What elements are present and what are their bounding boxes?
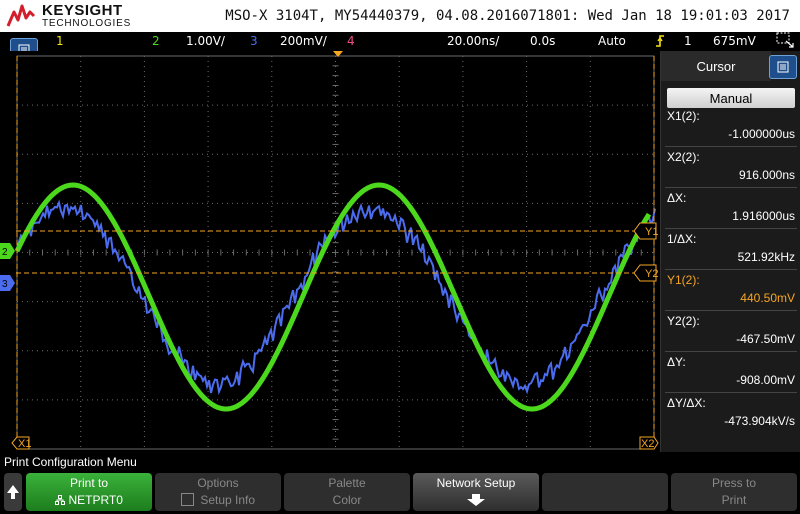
waveform-display[interactable]: Y1 Y2 X1 X2 2 3 — [0, 51, 660, 452]
cursor-panel: Cursor Manual X1(2): -1.000000us X2(2): 916… — [660, 51, 800, 452]
cursor-row-divider — [665, 146, 797, 147]
ch3-waveform — [16, 199, 656, 396]
cursor-row-value: -467.50mV — [736, 332, 795, 346]
instrument-info: MSO-X 3104T, MY54440379, 04.08.201607180… — [225, 8, 790, 24]
keysight-logo: KEYSIGHT TECHNOLOGIES — [6, 2, 130, 30]
ch2-ground-marker: 2 — [0, 243, 15, 259]
cursor-row-label: ΔY/ΔX: — [667, 396, 706, 410]
ch2-scale: 1.00V/ — [186, 34, 225, 48]
timebase-value: 20.00ns/ — [447, 34, 500, 48]
setup-info-checkbox[interactable] — [180, 493, 194, 506]
cursor-row-label: Y1(2): — [667, 273, 700, 287]
cursor-row-divider — [665, 269, 797, 270]
palette-label: Palette — [328, 476, 366, 490]
menu-title-text: Print Configuration Menu — [4, 455, 137, 469]
network-setup-label: Network Setup — [436, 476, 516, 490]
ch1-indicator[interactable]: 1 — [56, 34, 64, 48]
print-label: Print — [721, 493, 747, 507]
cursor-row-value: -908.00mV — [736, 373, 795, 387]
cursor-row-label: 1/ΔX: — [667, 232, 697, 246]
status-bar: 1 2 1.00V/ 3 200mV/ 4 20.00ns/ 0.0s Auto… — [0, 32, 800, 51]
trigger-level: 675mV — [713, 34, 756, 48]
cursor-y2-label: Y2 — [645, 268, 658, 280]
cursor-x1-marker: X1 — [11, 436, 31, 450]
cursor-row-value: 521.92kHz — [737, 250, 795, 264]
palette-softkey[interactable]: Palette Color — [284, 473, 410, 511]
cursor-row-label: X1(2): — [667, 109, 700, 123]
softkey-bar: Print to NETPRT0 Options Setup Info Pale… — [0, 472, 800, 512]
delay-value: 0.0s — [530, 34, 556, 48]
ch2-ground-label: 2 — [2, 247, 8, 258]
brand-subtitle: TECHNOLOGIES — [42, 18, 132, 29]
cursor-y1-marker: Y1 — [633, 222, 658, 240]
cursor-x2-label: X2 — [641, 438, 654, 450]
cursor-row-divider — [665, 310, 797, 311]
cursor-row-divider — [665, 228, 797, 229]
print-to-softkey[interactable]: Print to NETPRT0 — [26, 473, 152, 511]
ch3-ground-label: 3 — [2, 279, 8, 290]
graticule: Y1 Y2 X1 X2 2 3 — [0, 51, 659, 450]
cursor-y1-label: Y1 — [645, 226, 658, 238]
trigger-edge-icon — [655, 34, 665, 51]
trigger-position-marker — [333, 51, 343, 57]
options-softkey[interactable]: Options Setup Info — [155, 473, 281, 511]
cursor-row-label: ΔX: — [667, 191, 687, 205]
submenu-arrow-icon — [413, 493, 539, 510]
trigger-mode: Auto — [598, 34, 626, 48]
cursor-row-label: Y2(2): — [667, 314, 700, 328]
cursor-panel-title: Cursor — [661, 51, 771, 81]
cursor-x2-marker: X2 — [639, 436, 659, 450]
cursor-row-label: ΔY: — [667, 355, 686, 369]
empty-softkey[interactable] — [542, 473, 668, 511]
network-icon — [55, 495, 66, 505]
ch3-scale: 200mV/ — [280, 34, 327, 48]
softkey-menu-title: Print Configuration Menu — [0, 452, 800, 472]
menu-icon — [777, 61, 789, 73]
ch2-indicator[interactable]: 2 — [152, 34, 160, 48]
cursor-row-divider — [665, 392, 797, 393]
print-to-label: Print to — [69, 476, 108, 490]
palette-value: Color — [332, 493, 362, 507]
cursor-row-value: 440.50mV — [740, 291, 795, 305]
setup-info-label: Setup Info — [200, 493, 256, 507]
cursor-x1-label: X1 — [18, 438, 31, 450]
cursor-mode-button[interactable]: Manual — [667, 88, 795, 108]
brand-name: KEYSIGHT — [42, 2, 123, 19]
options-label: Options — [197, 476, 239, 490]
cursor-row-value: -473.904kV/s — [724, 414, 795, 428]
network-setup-softkey[interactable]: Network Setup — [413, 473, 539, 511]
cursor-panel-menu-button[interactable] — [769, 55, 797, 79]
cursor-row-value: 1.916000us — [732, 209, 795, 223]
cursor-row-divider — [665, 187, 797, 188]
keysight-wave-icon — [6, 4, 36, 27]
press-to-print-softkey[interactable]: Press to Print — [671, 473, 797, 511]
ch3-ground-marker: 3 — [0, 275, 15, 291]
up-arrow-icon — [7, 485, 19, 499]
cursor-row-value: -1.000000us — [728, 127, 795, 141]
trigger-source: 1 — [684, 34, 692, 48]
cursor-row-label: X2(2): — [667, 150, 700, 164]
print-to-value: NETPRT0 — [68, 493, 123, 507]
title-bar: KEYSIGHT TECHNOLOGIES MSO-X 3104T, MY544… — [0, 0, 800, 32]
ch4-indicator[interactable]: 4 — [347, 34, 355, 48]
screen-capture-icon[interactable] — [776, 32, 794, 51]
ch3-indicator[interactable]: 3 — [250, 34, 258, 48]
cursor-row-value: 916.000ns — [738, 168, 795, 182]
back-up-button[interactable] — [4, 473, 22, 511]
cursor-row-divider — [665, 351, 797, 352]
press-to-label: Press to — [711, 476, 756, 490]
cursor-y2-marker: Y2 — [633, 264, 658, 282]
